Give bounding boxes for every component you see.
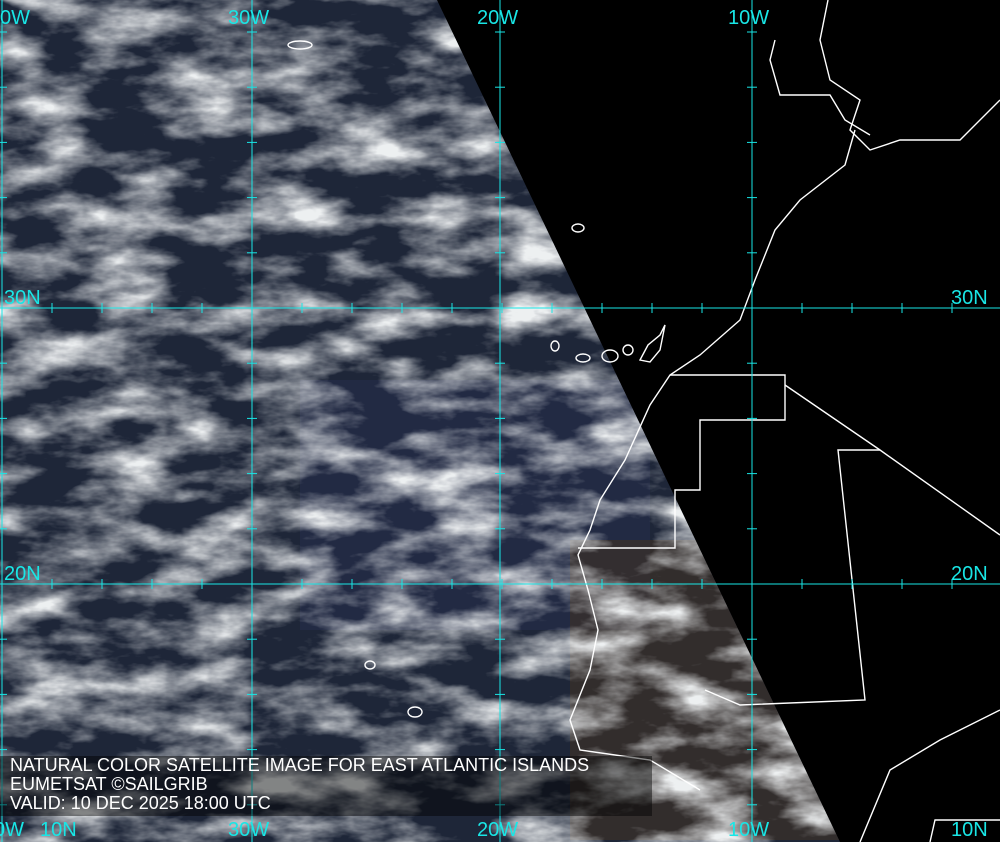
caption-title: NATURAL COLOR SATELLITE IMAGE FOR EAST A… bbox=[10, 755, 590, 775]
lat-label-left-20n: 20N bbox=[4, 563, 41, 585]
lat-label-right-10n: 10N bbox=[951, 819, 988, 841]
caption-credit: EUMETSAT ©SAILGRIB bbox=[10, 774, 208, 794]
lat-label-right-30n: 30N bbox=[951, 287, 988, 309]
lon-label-bottom-10w: 10W bbox=[728, 819, 770, 841]
lat-label-left-30n: 30N bbox=[4, 287, 41, 309]
lat-label-left-10n: 10N bbox=[40, 819, 77, 841]
lon-label-top-40w: 0W bbox=[0, 7, 30, 29]
lon-label-bottom-30w: 30W bbox=[228, 819, 270, 841]
caption-valid-time: VALID: 10 DEC 2025 18:00 UTC bbox=[10, 793, 271, 813]
image-caption: NATURAL COLOR SATELLITE IMAGE FOR EAST A… bbox=[0, 756, 652, 816]
lon-label-top-20w: 20W bbox=[477, 7, 519, 29]
lon-label-bottom-40w: 0W bbox=[0, 819, 24, 841]
graticule-ticks bbox=[0, 31, 953, 806]
lat-label-right-20n: 20N bbox=[951, 563, 988, 585]
lon-label-bottom-20w: 20W bbox=[477, 819, 519, 841]
lon-label-top-10w: 10W bbox=[728, 7, 770, 29]
coastlines bbox=[287, 0, 1000, 842]
lon-label-top-30w: 30W bbox=[228, 7, 270, 29]
